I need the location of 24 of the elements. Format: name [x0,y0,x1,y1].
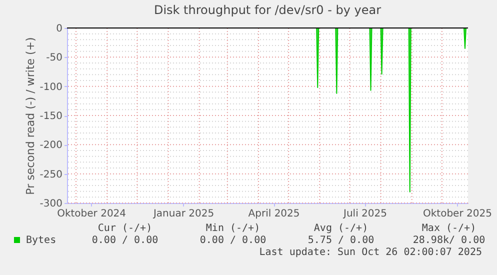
text: Max (-/+) [422,223,476,234]
y-tick-label: -100 [40,82,62,93]
text: Avg (-/+) [314,223,368,234]
x-tick-label: Januar 2025 [152,208,214,220]
x-tick-label: Juli 2025 [342,208,387,220]
y-tick-label: -200 [40,140,62,152]
x-tick-label: Oktober 2024 [57,208,126,220]
text: Min (-/+) [206,223,260,234]
text: 28.98k/ 0.00 [412,235,486,246]
x-tick-label: April 2025 [248,208,300,220]
text: Last update: Sun Oct 26 02:00:07 2025 [259,247,482,258]
text: 0.00 / 0.00 [92,235,158,246]
y-tick-label: -250 [40,169,62,180]
text: 0.00 / 0.00 [200,235,266,246]
text: 5.75 / 0.00 [308,235,374,246]
y-tick-label: -150 [40,111,62,122]
x-tick-label: Oktober 2025 [422,208,492,220]
chart-title: Disk throughput for /dev/sr0 - by year [154,3,382,17]
legend-label: Bytes [26,235,56,246]
y-axis-title: Pr second read (-) / write (+) [24,37,37,195]
y-tick-label: -300 [40,198,62,210]
text: Cur (-/+) [98,223,152,234]
y-tick-label: 0 [56,24,62,34]
y-tick-label: -50 [46,52,62,64]
